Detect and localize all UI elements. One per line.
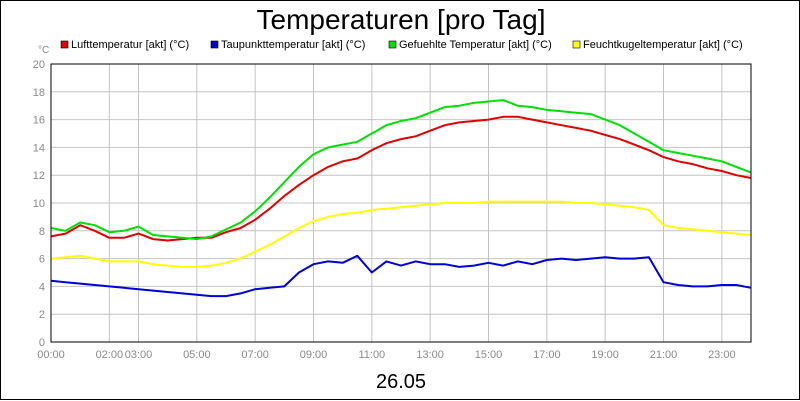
x-tick-label: 13:00 bbox=[416, 349, 444, 361]
legend-item: Feuchtkugeltemperatur [akt] (°C) bbox=[572, 39, 743, 51]
y-tick-label: 8 bbox=[39, 226, 45, 238]
grid bbox=[50, 63, 751, 343]
x-tick-label: 05:00 bbox=[183, 349, 211, 361]
legend-item: Lufttemperatur [akt] (°C) bbox=[60, 39, 189, 51]
y-tick-label: 6 bbox=[39, 254, 45, 266]
x-tick-label: 07:00 bbox=[241, 349, 269, 361]
y-tick-label: 14 bbox=[33, 142, 45, 154]
x-tick-label: 02:00 bbox=[96, 349, 124, 361]
x-tick-label: 17:00 bbox=[533, 349, 561, 361]
series-line-1 bbox=[50, 115, 752, 242]
legend-item: Gefuehlte Temperatur [akt] (°C) bbox=[388, 39, 552, 51]
legend-swatch bbox=[60, 40, 69, 49]
legend-item: Taupunkttemperatur [akt] (°C) bbox=[210, 39, 365, 51]
x-axis-label: 26.05 bbox=[376, 371, 426, 393]
x-tick-label: 21:00 bbox=[650, 349, 678, 361]
series-line-2 bbox=[50, 254, 752, 298]
series-line-3 bbox=[50, 99, 752, 241]
x-tick-label: 23:00 bbox=[708, 349, 736, 361]
legend-swatch bbox=[210, 40, 219, 49]
x-tick-label: 00:00 bbox=[37, 349, 65, 361]
y-tick-label: 18 bbox=[33, 87, 45, 99]
y-tick-label: 12 bbox=[33, 170, 45, 182]
x-axis-ticks: 00:00 02:00 03:00 05:00 07:00 09:00 11:00 13:00… bbox=[37, 349, 735, 361]
legend-label: Gefuehlte Temperatur [akt] (°C) bbox=[399, 39, 552, 51]
legend: Lufttemperatur [akt] (°C) Taupunkttempera… bbox=[60, 39, 743, 51]
y-tick-label: 0 bbox=[39, 337, 45, 349]
y-axis-unit: °C bbox=[38, 45, 49, 56]
chart-title: Temperaturen [pro Tag] bbox=[257, 4, 546, 35]
legend-label: Lufttemperatur [akt] (°C) bbox=[71, 39, 189, 51]
legend-label: Feuchtkugeltemperatur [akt] (°C) bbox=[583, 39, 743, 51]
series-line-4 bbox=[50, 200, 752, 268]
series-lines bbox=[50, 99, 752, 298]
legend-swatch bbox=[388, 40, 397, 49]
y-tick-label: 16 bbox=[33, 115, 45, 127]
y-tick-label: 2 bbox=[39, 309, 45, 321]
x-tick-label: 03:00 bbox=[125, 349, 153, 361]
x-tick-label: 11:00 bbox=[358, 349, 385, 361]
x-tick-label: 19:00 bbox=[591, 349, 619, 361]
legend-swatch bbox=[572, 40, 581, 49]
y-tick-label: 10 bbox=[33, 198, 45, 210]
legend-label: Taupunkttemperatur [akt] (°C) bbox=[221, 39, 365, 51]
y-tick-label: 4 bbox=[39, 281, 45, 293]
plot-border bbox=[50, 63, 752, 343]
y-tick-label: 20 bbox=[33, 59, 45, 71]
x-tick-label: 09:00 bbox=[300, 349, 328, 361]
y-axis-ticks: 0 2 4 6 8 10 12 14 16 18 20 bbox=[33, 59, 45, 349]
x-tick-label: 15:00 bbox=[475, 349, 503, 361]
